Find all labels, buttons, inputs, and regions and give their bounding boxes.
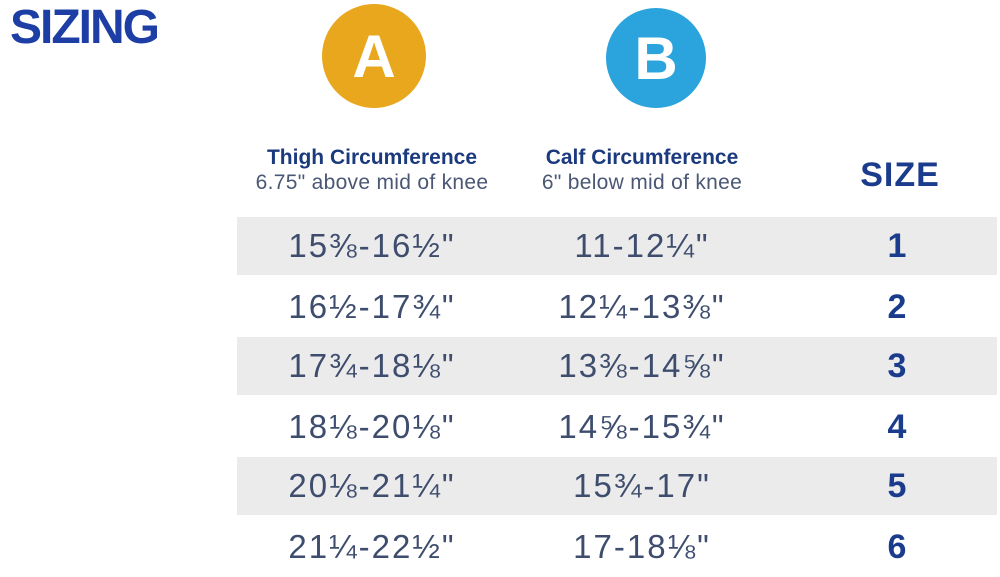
thigh-range-cell: 15⅜-16½" bbox=[288, 227, 456, 264]
column-header-calf: Calf Circumference 6" below mid of knee bbox=[492, 146, 792, 196]
table-row: 21¼-22½" 17-18⅛" 6 bbox=[237, 517, 997, 577]
thigh-range-cell: 17¾-18⅛" bbox=[288, 347, 456, 384]
size-value-cell: 1 bbox=[887, 226, 907, 265]
calf-range-cell: 15¾-17" bbox=[573, 467, 711, 504]
size-table: 15⅜-16½" 11-12¼" 1 16½-17¾" 12¼-13⅜" 2 1… bbox=[237, 217, 997, 577]
size-value-cell: 3 bbox=[887, 346, 907, 385]
size-value-cell: 2 bbox=[887, 287, 907, 326]
table-row: 20⅛-21¼" 15¾-17" 5 bbox=[237, 457, 997, 517]
calf-column-subtitle: 6" below mid of knee bbox=[541, 171, 743, 194]
calf-range-cell: 12¼-13⅜" bbox=[558, 288, 726, 325]
marker-b-badge: B bbox=[606, 8, 706, 108]
page-title: SIZING bbox=[10, 1, 160, 54]
thigh-range-cell: 20⅛-21¼" bbox=[288, 467, 456, 504]
thigh-range-cell: 18⅛-20⅛" bbox=[288, 408, 456, 445]
size-value-cell: 5 bbox=[887, 466, 907, 505]
thigh-column-subtitle: 6.75" above mid of knee bbox=[255, 171, 489, 194]
thigh-range-cell: 16½-17¾" bbox=[288, 288, 456, 325]
size-value-cell: 6 bbox=[887, 527, 907, 566]
table-row: 18⅛-20⅛" 14⅝-15¾" 4 bbox=[237, 397, 997, 457]
column-header-thigh: Thigh Circumference 6.75" above mid of k… bbox=[222, 146, 522, 196]
table-row: 16½-17¾" 12¼-13⅜" 2 bbox=[237, 277, 997, 337]
column-header-size: SIZE bbox=[860, 156, 940, 194]
calf-range-cell: 17-18⅛" bbox=[573, 528, 711, 565]
table-row: 15⅜-16½" 11-12¼" 1 bbox=[237, 217, 997, 277]
thigh-range-cell: 21¼-22½" bbox=[288, 528, 456, 565]
table-row: 17¾-18⅛" 13⅜-14⅝" 3 bbox=[237, 337, 997, 397]
marker-a-label: A bbox=[352, 22, 396, 90]
calf-range-cell: 14⅝-15¾" bbox=[558, 408, 726, 445]
marker-a-badge: A bbox=[322, 4, 426, 108]
marker-b-label: B bbox=[634, 24, 678, 92]
calf-range-cell: 11-12¼" bbox=[574, 227, 710, 264]
thigh-column-title: Thigh Circumference bbox=[266, 146, 478, 169]
calf-column-title: Calf Circumference bbox=[545, 146, 739, 169]
size-value-cell: 4 bbox=[887, 407, 907, 446]
calf-range-cell: 13⅜-14⅝" bbox=[558, 347, 726, 384]
